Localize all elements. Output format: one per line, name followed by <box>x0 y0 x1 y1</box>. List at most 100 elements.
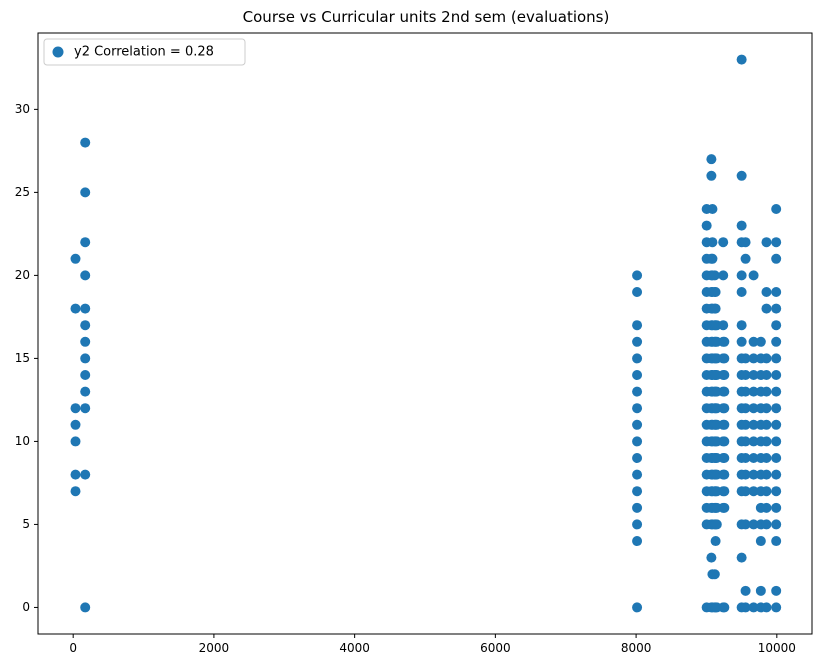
y-tick-label: 5 <box>22 517 30 531</box>
data-point <box>771 336 782 347</box>
y-tick-label: 10 <box>15 434 30 448</box>
data-point <box>80 386 91 397</box>
data-point <box>748 469 759 480</box>
data-point <box>748 436 759 447</box>
data-point <box>771 585 782 596</box>
data-point <box>740 453 751 464</box>
data-point <box>771 353 782 364</box>
data-point <box>748 270 759 281</box>
data-point <box>718 237 729 248</box>
data-point <box>632 536 643 547</box>
data-point <box>80 353 91 364</box>
data-point <box>748 602 759 613</box>
data-point <box>761 237 772 248</box>
data-point <box>718 320 729 331</box>
data-point <box>740 237 751 248</box>
data-point <box>740 419 751 430</box>
data-point <box>771 436 782 447</box>
data-point <box>761 353 772 364</box>
data-point <box>761 386 772 397</box>
y-tick-label: 0 <box>22 600 30 614</box>
data-point <box>736 320 747 331</box>
data-point <box>748 419 759 430</box>
data-point <box>771 253 782 264</box>
data-point <box>632 453 643 464</box>
plot-frame <box>37 32 813 635</box>
data-point <box>70 403 81 414</box>
data-point <box>707 253 718 264</box>
data-point <box>70 486 81 497</box>
data-point <box>761 286 772 297</box>
data-point <box>709 270 720 281</box>
data-point <box>771 453 782 464</box>
data-point <box>740 253 751 264</box>
data-point <box>771 286 782 297</box>
data-point <box>740 370 751 381</box>
data-point <box>718 270 729 281</box>
data-point <box>748 370 759 381</box>
data-point <box>771 486 782 497</box>
data-point <box>761 502 772 513</box>
data-point <box>710 286 721 297</box>
data-point <box>70 253 81 264</box>
data-point <box>710 536 721 547</box>
legend-label: y2 Correlation = 0.28 <box>74 45 214 60</box>
data-point <box>632 353 643 364</box>
data-point <box>771 536 782 547</box>
data-point <box>771 519 782 530</box>
data-point <box>80 237 91 248</box>
data-point <box>632 519 643 530</box>
data-point <box>719 353 730 364</box>
data-point <box>709 569 720 580</box>
data-point <box>706 552 717 563</box>
y-tick-label: 25 <box>15 185 30 199</box>
data-point <box>761 469 772 480</box>
chart-title: Course vs Curricular units 2nd sem (eval… <box>243 8 610 26</box>
data-point <box>761 303 772 314</box>
data-point <box>771 419 782 430</box>
data-point <box>761 419 772 430</box>
data-point <box>748 453 759 464</box>
data-point <box>719 386 730 397</box>
data-point <box>719 502 730 513</box>
y-tick-label: 30 <box>15 102 30 116</box>
data-point <box>771 469 782 480</box>
data-point <box>707 203 718 214</box>
legend-marker <box>52 46 64 58</box>
data-point <box>719 336 730 347</box>
x-tick-label: 10000 <box>758 641 796 655</box>
data-point <box>748 519 759 530</box>
data-point <box>755 585 766 596</box>
data-point <box>755 336 766 347</box>
data-point <box>70 419 81 430</box>
data-point <box>80 187 91 198</box>
data-point <box>719 419 730 430</box>
data-point <box>748 486 759 497</box>
data-point <box>710 303 721 314</box>
data-point <box>632 419 643 430</box>
data-point <box>736 54 747 65</box>
data-point <box>719 486 730 497</box>
data-point <box>632 270 643 281</box>
data-point <box>736 220 747 231</box>
y-tick-label: 15 <box>15 351 30 365</box>
x-tick-label: 2000 <box>199 641 230 655</box>
data-point <box>761 602 772 613</box>
data-point <box>736 170 747 181</box>
legend-box <box>43 38 246 66</box>
x-tick-label: 8000 <box>621 641 652 655</box>
data-point <box>740 386 751 397</box>
data-point <box>771 203 782 214</box>
data-point <box>761 370 772 381</box>
data-point <box>761 453 772 464</box>
data-point <box>771 370 782 381</box>
data-point <box>632 336 643 347</box>
data-point <box>771 602 782 613</box>
data-point <box>70 469 81 480</box>
data-point <box>80 303 91 314</box>
data-point <box>748 353 759 364</box>
data-point <box>740 403 751 414</box>
data-point <box>761 486 772 497</box>
